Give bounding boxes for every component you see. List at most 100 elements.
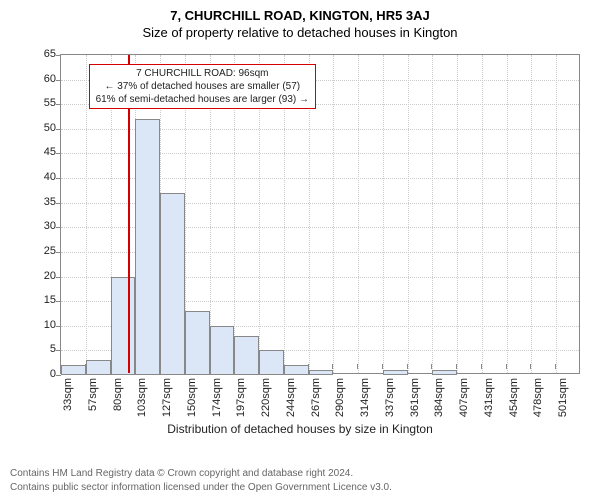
histogram-bar xyxy=(383,370,408,375)
ytick-label: 30 xyxy=(16,220,56,232)
xtick-label: 33sqm xyxy=(62,378,74,428)
xtick xyxy=(283,364,284,369)
xtick-label: 174sqm xyxy=(211,378,223,428)
histogram-bar xyxy=(111,277,136,375)
ytick-label: 60 xyxy=(16,73,56,85)
ytick xyxy=(56,80,61,81)
histogram-bar xyxy=(210,326,235,375)
histogram-bar xyxy=(61,365,86,375)
ytick xyxy=(56,227,61,228)
ytick xyxy=(56,104,61,105)
footer-line: Contains public sector information licen… xyxy=(10,481,392,495)
xtick-label: 197sqm xyxy=(235,378,247,428)
xtick xyxy=(159,364,160,369)
gridline-v xyxy=(383,55,384,373)
xtick-label: 150sqm xyxy=(186,378,198,428)
histogram-bar xyxy=(160,193,185,375)
page-subtitle: Size of property relative to detached ho… xyxy=(0,23,600,40)
xtick xyxy=(431,364,432,369)
histogram-bar xyxy=(259,350,284,375)
histogram-bar xyxy=(135,119,160,375)
gridline-v xyxy=(556,55,557,373)
ytick-label: 20 xyxy=(16,270,56,282)
ytick-label: 40 xyxy=(16,171,56,183)
xtick-label: 384sqm xyxy=(433,378,445,428)
xtick-label: 431sqm xyxy=(483,378,495,428)
histogram-bar xyxy=(185,311,210,375)
xtick-label: 244sqm xyxy=(285,378,297,428)
xtick-label: 478sqm xyxy=(532,378,544,428)
ytick xyxy=(56,129,61,130)
ytick-label: 0 xyxy=(16,368,56,380)
xtick xyxy=(258,364,259,369)
xtick-label: 267sqm xyxy=(310,378,322,428)
xtick-label: 337sqm xyxy=(384,378,396,428)
xtick xyxy=(332,364,333,369)
xtick-label: 127sqm xyxy=(161,378,173,428)
ytick-label: 55 xyxy=(16,97,56,109)
ytick-label: 50 xyxy=(16,122,56,134)
xtick-label: 361sqm xyxy=(409,378,421,428)
xtick xyxy=(60,364,61,369)
ytick-label: 25 xyxy=(16,245,56,257)
xtick-label: 501sqm xyxy=(557,378,569,428)
gridline-v xyxy=(358,55,359,373)
gridline-v xyxy=(408,55,409,373)
ytick xyxy=(56,153,61,154)
xtick-label: 57sqm xyxy=(87,378,99,428)
histogram-bar xyxy=(309,370,334,375)
ytick xyxy=(56,55,61,56)
ytick xyxy=(56,350,61,351)
xtick xyxy=(357,364,358,369)
xtick-label: 80sqm xyxy=(112,378,124,428)
ytick xyxy=(56,178,61,179)
xtick xyxy=(555,364,556,369)
page-title: 7, CHURCHILL ROAD, KINGTON, HR5 3AJ xyxy=(0,0,600,23)
xtick-label: 314sqm xyxy=(359,378,371,428)
ytick-label: 10 xyxy=(16,319,56,331)
xtick xyxy=(209,364,210,369)
xtick-label: 454sqm xyxy=(508,378,520,428)
histogram-bar xyxy=(284,365,309,375)
xtick xyxy=(481,364,482,369)
ytick-label: 65 xyxy=(16,48,56,60)
ytick xyxy=(56,277,61,278)
ytick xyxy=(56,326,61,327)
ytick xyxy=(56,375,61,376)
gridline-v xyxy=(482,55,483,373)
xtick-label: 220sqm xyxy=(260,378,272,428)
ytick-label: 15 xyxy=(16,294,56,306)
ytick-label: 5 xyxy=(16,343,56,355)
xtick xyxy=(407,364,408,369)
ytick-label: 45 xyxy=(16,146,56,158)
histogram-chart: Number of detached properties Distributi… xyxy=(0,44,600,424)
gridline-v xyxy=(333,55,334,373)
annotation-line: 7 CHURCHILL ROAD: 96sqm xyxy=(96,67,309,80)
xtick xyxy=(530,364,531,369)
annotation-line: ← 37% of detached houses are smaller (57… xyxy=(96,80,309,93)
ytick xyxy=(56,301,61,302)
xtick xyxy=(308,364,309,369)
xtick xyxy=(506,364,507,369)
xtick xyxy=(456,364,457,369)
gridline-v xyxy=(432,55,433,373)
annotation-box: 7 CHURCHILL ROAD: 96sqm← 37% of detached… xyxy=(89,64,316,109)
xtick-label: 290sqm xyxy=(334,378,346,428)
gridline-v xyxy=(507,55,508,373)
ytick xyxy=(56,203,61,204)
gridline-v xyxy=(531,55,532,373)
xtick xyxy=(110,364,111,369)
histogram-bar xyxy=(234,336,259,375)
xtick xyxy=(382,364,383,369)
histogram-bar xyxy=(86,360,111,375)
xtick xyxy=(134,364,135,369)
xtick-label: 103sqm xyxy=(136,378,148,428)
gridline-v xyxy=(86,55,87,373)
xtick xyxy=(85,364,86,369)
ytick-label: 35 xyxy=(16,196,56,208)
xtick xyxy=(233,364,234,369)
histogram-bar xyxy=(432,370,457,375)
footer-line: Contains HM Land Registry data © Crown c… xyxy=(10,467,392,481)
xtick xyxy=(184,364,185,369)
ytick xyxy=(56,252,61,253)
